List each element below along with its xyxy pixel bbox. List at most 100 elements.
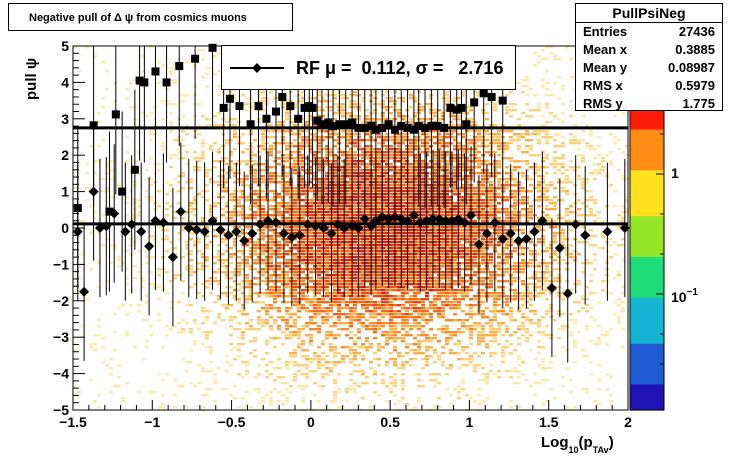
heatmap-cell	[309, 169, 313, 172]
heatmap-cell	[209, 361, 213, 364]
heatmap-cell	[145, 262, 149, 265]
heatmap-cell	[289, 316, 293, 319]
heatmap-cell	[397, 199, 401, 202]
heatmap-cell	[353, 151, 357, 154]
heatmap-cell	[381, 184, 385, 187]
heatmap-cell	[465, 202, 469, 205]
heatmap-cell	[317, 283, 321, 286]
heatmap-cell	[417, 283, 421, 286]
heatmap-cell	[293, 265, 297, 268]
heatmap-cell	[389, 259, 393, 262]
heatmap-cell	[297, 151, 301, 154]
heatmap-cell	[225, 202, 229, 205]
heatmap-cell	[413, 352, 417, 355]
heatmap-cell	[341, 283, 345, 286]
heatmap-cell	[353, 94, 357, 97]
heatmap-cell	[349, 208, 353, 211]
heatmap-cell	[429, 304, 433, 307]
heatmap-cell	[457, 358, 461, 361]
heatmap-cell	[413, 115, 417, 118]
heatmap-cell	[429, 274, 433, 277]
heatmap-cell	[373, 262, 377, 265]
heatmap-cell	[445, 340, 449, 343]
heatmap-cell	[305, 199, 309, 202]
heatmap-cell	[273, 181, 277, 184]
heatmap-cell	[409, 163, 413, 166]
heatmap-cell	[229, 349, 233, 352]
heatmap-cell	[193, 385, 197, 388]
heatmap-cell	[401, 118, 405, 121]
heatmap-cell	[397, 136, 401, 139]
heatmap-cell	[449, 136, 453, 139]
heatmap-cell	[269, 295, 273, 298]
heatmap-cell	[321, 199, 325, 202]
heatmap-cell	[345, 184, 349, 187]
heatmap-cell	[265, 130, 269, 133]
heatmap-cell	[349, 346, 353, 349]
heatmap-cell	[201, 145, 205, 148]
heatmap-cell	[377, 205, 381, 208]
heatmap-cell	[361, 184, 365, 187]
heatmap-cell	[405, 172, 409, 175]
heatmap-cell	[369, 343, 373, 346]
heatmap-cell	[333, 265, 337, 268]
heatmap-cell	[301, 292, 305, 295]
heatmap-cell	[353, 283, 357, 286]
heatmap-cell	[457, 304, 461, 307]
heatmap-cell	[309, 328, 313, 331]
heatmap-cell	[297, 199, 301, 202]
heatmap-cell	[261, 220, 265, 223]
heatmap-cell	[313, 271, 317, 274]
heatmap-cell	[233, 220, 237, 223]
heatmap-cell	[333, 178, 337, 181]
heatmap-cell	[377, 199, 381, 202]
heatmap-cell	[201, 151, 205, 154]
heatmap-cell	[381, 103, 385, 106]
heatmap-cell	[389, 97, 393, 100]
heatmap-cell	[305, 334, 309, 337]
heatmap-cell	[305, 238, 309, 241]
heatmap-cell	[273, 283, 277, 286]
heatmap-cell	[441, 241, 445, 244]
heatmap-cell	[141, 112, 145, 115]
heatmap-cell	[137, 214, 141, 217]
heatmap-cell	[337, 295, 341, 298]
heatmap-cell	[357, 385, 361, 388]
heatmap-cell	[325, 229, 329, 232]
heatmap-cell	[353, 355, 357, 358]
heatmap-cell	[385, 118, 389, 121]
heatmap-cell	[185, 370, 189, 373]
heatmap-cell	[309, 211, 313, 214]
heatmap-cell	[281, 160, 285, 163]
heatmap-cell	[165, 334, 169, 337]
heatmap-cell	[297, 163, 301, 166]
heatmap-cell	[353, 352, 357, 355]
heatmap-cell	[409, 229, 413, 232]
heatmap-cell	[253, 244, 257, 247]
heatmap-cell	[433, 334, 437, 337]
heatmap-cell	[349, 319, 353, 322]
heatmap-cell	[389, 235, 393, 238]
heatmap-cell	[381, 265, 385, 268]
heatmap-cell	[321, 316, 325, 319]
heatmap-cell	[281, 277, 285, 280]
heatmap-cell	[385, 274, 389, 277]
heatmap-cell	[177, 232, 181, 235]
heatmap-cell	[325, 373, 329, 376]
heatmap-cell	[401, 253, 405, 256]
heatmap-cell	[333, 139, 337, 142]
heatmap-cell	[357, 187, 361, 190]
heatmap-cell	[361, 235, 365, 238]
heatmap-cell	[301, 247, 305, 250]
heatmap-cell	[405, 160, 409, 163]
heatmap-cell	[333, 205, 337, 208]
heatmap-cell	[157, 274, 161, 277]
heatmap-cell	[373, 250, 377, 253]
heatmap-cell	[457, 118, 461, 121]
heatmap-cell	[309, 337, 313, 340]
heatmap-cell	[93, 400, 97, 403]
heatmap-cell	[445, 250, 449, 253]
heatmap-cell	[385, 331, 389, 334]
heatmap-cell	[365, 172, 369, 175]
heatmap-cell	[293, 319, 297, 322]
